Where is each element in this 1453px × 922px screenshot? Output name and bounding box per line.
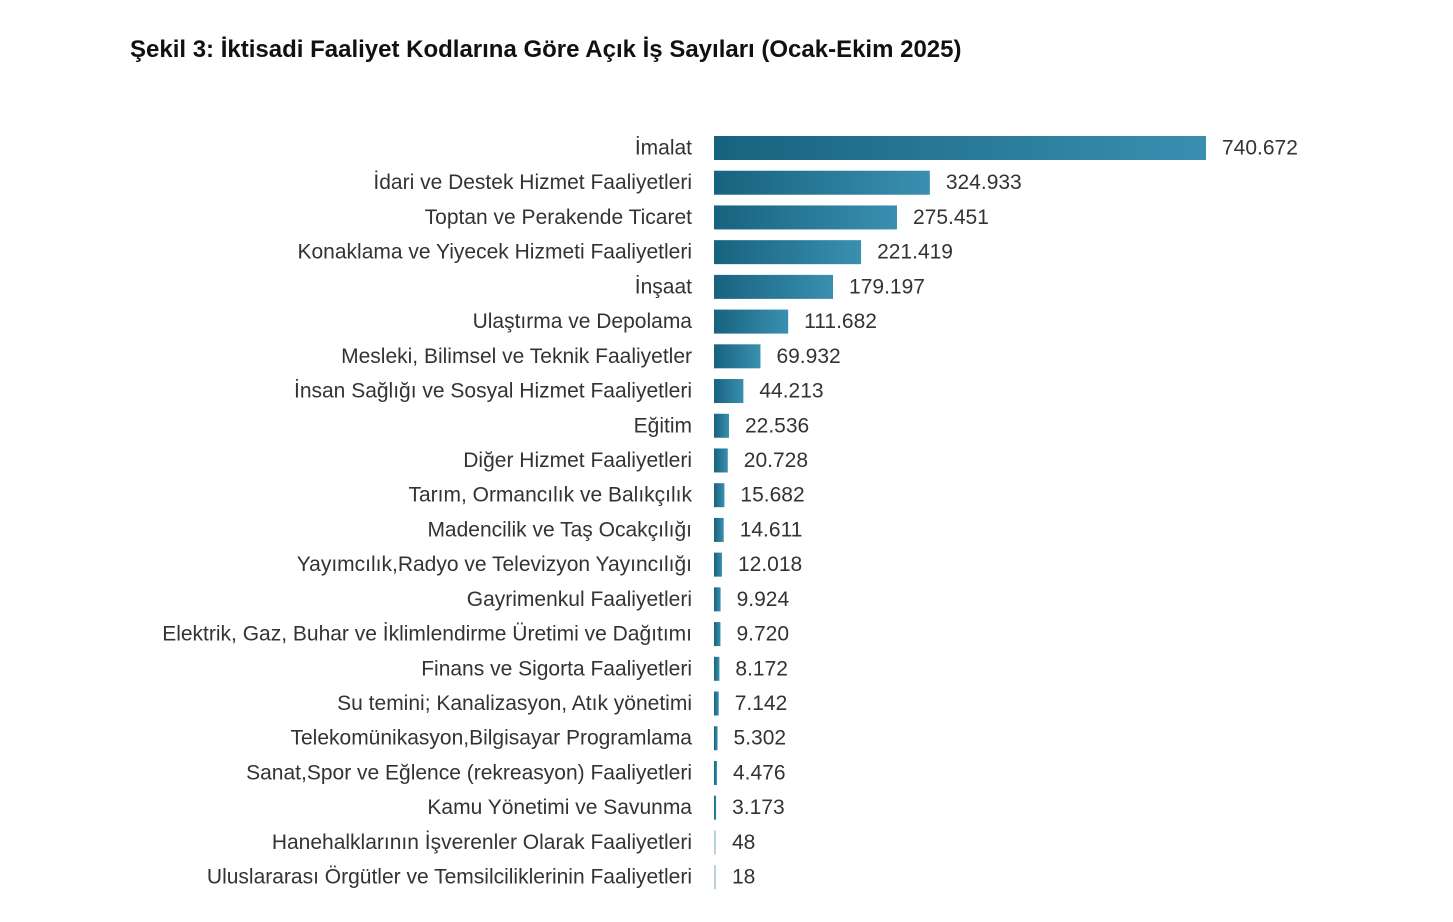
bar [714, 205, 897, 230]
category-label: Mesleki, Bilimsel ve Teknik Faaliyetler [341, 345, 692, 368]
category-label: İnşaat [635, 275, 692, 298]
bar [714, 552, 722, 577]
bar [714, 274, 834, 299]
category-label: Tarım, Ormancılık ve Balıkçılık [408, 484, 692, 507]
chart-title: Şekil 3: İktisadi Faaliyet Kodlarına Gör… [130, 36, 962, 63]
bar [714, 413, 729, 438]
data-label: 179.197 [849, 275, 925, 298]
data-label: 7.142 [735, 692, 788, 715]
bar [714, 344, 761, 369]
category-label: Ulaştırma ve Depolama [473, 310, 693, 333]
bar [714, 587, 721, 612]
data-label: 221.419 [877, 241, 953, 264]
bar [714, 760, 717, 785]
data-label: 9.720 [736, 623, 789, 646]
data-label: 3.173 [732, 796, 785, 819]
bar [714, 379, 744, 404]
category-label: Finans ve Sigorta Faaliyetleri [421, 657, 692, 680]
bar [714, 830, 716, 855]
category-label: Toptan ve Perakende Ticaret [425, 206, 692, 229]
data-label: 5.302 [734, 727, 787, 750]
data-label: 20.728 [744, 449, 808, 472]
bar [714, 622, 721, 647]
data-label: 4.476 [733, 761, 786, 784]
category-label: Su temini; Kanalizasyon, Atık yönetimi [337, 692, 692, 715]
bar [714, 726, 718, 751]
bar [714, 136, 1206, 160]
data-label: 275.451 [913, 206, 989, 229]
data-label: 14.611 [740, 518, 803, 541]
bar [714, 656, 720, 681]
category-label: Telekomünikasyon,Bilgisayar Programlama [290, 727, 692, 750]
data-label: 9.924 [737, 588, 790, 611]
category-label: İmalat [635, 137, 692, 160]
bar [714, 483, 725, 508]
category-label: İdari ve Destek Hizmet Faaliyetleri [373, 171, 692, 194]
bar [714, 240, 862, 265]
bar [714, 170, 930, 195]
data-label: 324.933 [946, 171, 1022, 194]
category-label: Diğer Hizmet Faaliyetleri [463, 449, 692, 472]
category-label: Hanehalklarının İşverenler Olarak Faaliy… [272, 831, 692, 854]
category-label: Uluslararası Örgütler ve Temsilcilikleri… [207, 866, 692, 889]
bars [714, 136, 1206, 890]
bar [714, 691, 719, 716]
bar [714, 517, 724, 542]
category-label: Eğitim [634, 414, 692, 437]
category-label: Yayımcılık,Radyo ve Televizyon Yayıncılı… [297, 553, 692, 576]
category-label: Kamu Yönetimi ve Savunma [427, 796, 692, 819]
category-axis: İmalat İdari ve Destek Hizmet Faaliyetler… [162, 137, 692, 889]
category-label: Elektrik, Gaz, Buhar ve İklimlendirme Ür… [162, 623, 692, 646]
data-label: 18 [732, 866, 755, 889]
data-label: 44.213 [759, 380, 823, 403]
data-label: 740.672 [1222, 137, 1298, 160]
data-label: 8.172 [735, 657, 788, 680]
data-label: 48 [732, 831, 755, 854]
data-labels: 740.672 324.933 275.451 221.419 179.197 111.6… [732, 137, 1298, 889]
bar [714, 309, 789, 334]
data-label: 111.682 [804, 310, 877, 333]
category-label: İnsan Sağlığı ve Sosyal Hizmet Faaliyetl… [294, 380, 692, 403]
data-label: 22.536 [745, 414, 809, 437]
category-label: Sanat,Spor ve Eğlence (rekreasyon) Faali… [246, 761, 692, 784]
category-label: Madencilik ve Taş Ocakçılığı [427, 518, 692, 541]
bar [714, 795, 717, 820]
data-label: 12.018 [738, 553, 802, 576]
bar [714, 448, 728, 473]
category-label: Gayrimenkul Faaliyetleri [467, 588, 692, 611]
data-label: 15.682 [740, 484, 804, 507]
bar [714, 865, 716, 890]
data-label: 69.932 [776, 345, 840, 368]
category-label: Konaklama ve Yiyecek Hizmeti Faaliyetler… [298, 241, 693, 264]
